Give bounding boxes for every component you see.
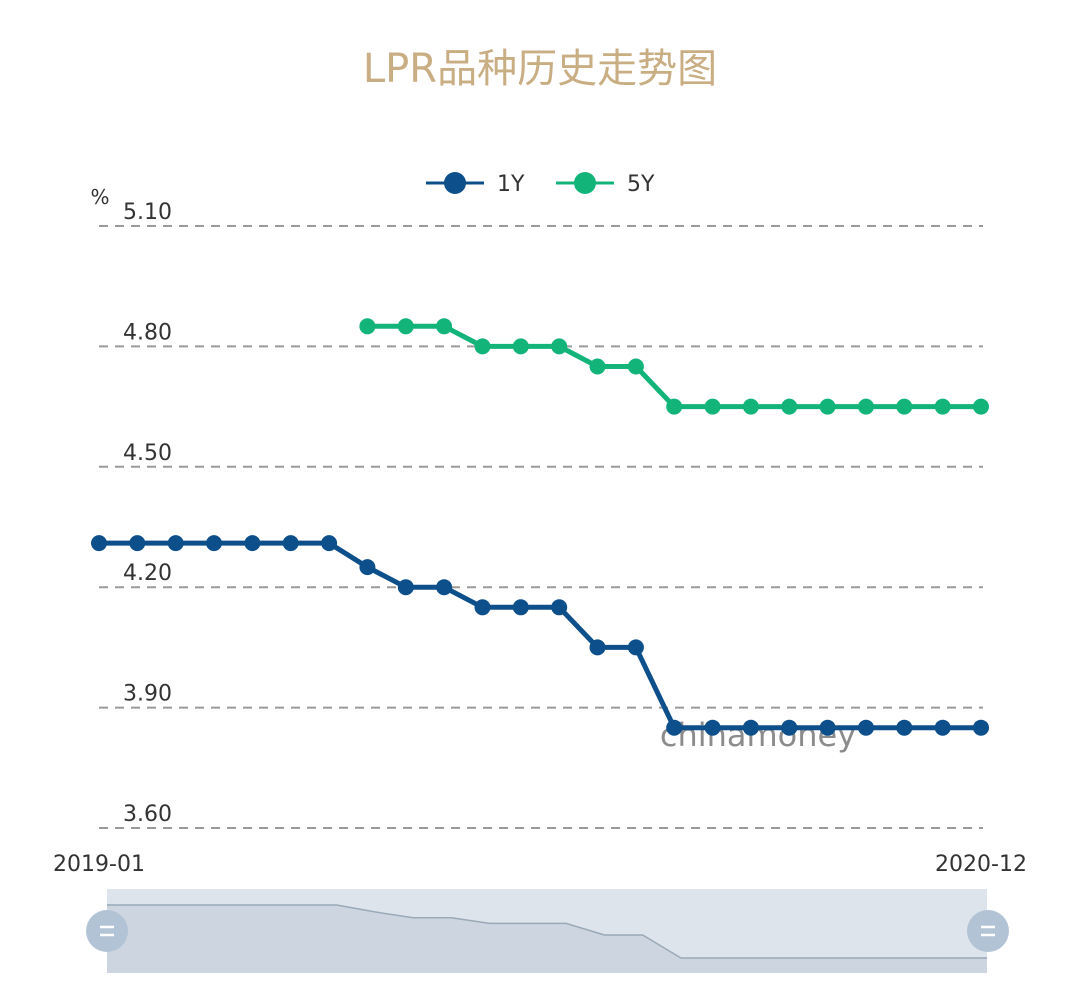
y-tick-label: 3.90 xyxy=(123,682,172,707)
legend-item-5Y[interactable]: 5Y xyxy=(556,172,655,197)
data-point-5Y[interactable] xyxy=(436,318,453,335)
data-point-1Y[interactable] xyxy=(627,639,644,656)
data-point-5Y[interactable] xyxy=(781,398,798,415)
data-point-1Y[interactable] xyxy=(666,719,683,736)
y-tick-label: 5.10 xyxy=(123,200,172,225)
legend: 1Y 5Y xyxy=(426,172,655,197)
data-point-1Y[interactable] xyxy=(359,559,376,576)
data-point-1Y[interactable] xyxy=(512,599,529,616)
legend-label: 5Y xyxy=(627,172,655,197)
data-point-5Y[interactable] xyxy=(359,318,376,335)
data-point-1Y[interactable] xyxy=(551,599,568,616)
zoom-slider-preview-area xyxy=(107,905,987,973)
data-point-1Y[interactable] xyxy=(282,535,299,552)
data-point-5Y[interactable] xyxy=(896,398,913,415)
grid-lines xyxy=(99,225,983,829)
data-point-5Y[interactable] xyxy=(551,338,568,355)
series-layer xyxy=(91,318,989,736)
unit-label: % xyxy=(90,185,109,209)
data-point-5Y[interactable] xyxy=(666,398,683,415)
data-point-5Y[interactable] xyxy=(704,398,721,415)
data-point-5Y[interactable] xyxy=(589,358,606,375)
data-point-1Y[interactable] xyxy=(167,535,184,552)
data-point-1Y[interactable] xyxy=(321,535,338,552)
legend-item-1Y[interactable]: 1Y xyxy=(426,172,525,197)
data-point-5Y[interactable] xyxy=(474,338,491,355)
y-tick-label: 4.80 xyxy=(123,320,172,345)
data-point-1Y[interactable] xyxy=(206,535,222,552)
data-point-1Y[interactable] xyxy=(781,719,798,736)
series-1Y xyxy=(91,535,989,736)
y-tick-label: 3.60 xyxy=(123,802,172,827)
chart-title: LPR品种历史走势图 xyxy=(363,46,717,92)
data-point-1Y[interactable] xyxy=(934,719,951,736)
series-5Y xyxy=(359,318,989,415)
data-point-1Y[interactable] xyxy=(244,535,261,552)
data-point-5Y[interactable] xyxy=(627,358,644,375)
y-tick-label: 4.20 xyxy=(123,561,172,586)
data-point-5Y[interactable] xyxy=(819,398,836,415)
data-point-1Y[interactable] xyxy=(589,639,606,656)
data-point-1Y[interactable] xyxy=(704,719,721,736)
series-line-5Y xyxy=(364,323,984,410)
series-line-1Y xyxy=(96,540,984,731)
x-axis-end-label: 2020-12 xyxy=(935,852,1027,877)
data-point-5Y[interactable] xyxy=(858,398,874,415)
legend-label: 1Y xyxy=(497,172,525,197)
y-tick-label: 4.50 xyxy=(123,441,172,466)
legend-marker xyxy=(574,172,596,194)
data-point-5Y[interactable] xyxy=(742,398,759,415)
data-point-1Y[interactable] xyxy=(858,719,874,736)
data-point-1Y[interactable] xyxy=(973,719,989,736)
data-point-1Y[interactable] xyxy=(129,535,146,552)
zoom-slider[interactable] xyxy=(86,889,1009,973)
data-point-1Y[interactable] xyxy=(91,535,107,552)
legend-marker xyxy=(444,172,466,194)
data-point-1Y[interactable] xyxy=(436,579,453,596)
data-point-5Y[interactable] xyxy=(973,398,989,415)
y-tick-labels: 5.10 4.80 4.50 4.20 3.90 3.60 xyxy=(123,200,172,827)
data-point-1Y[interactable] xyxy=(397,579,414,596)
data-point-5Y[interactable] xyxy=(934,398,951,415)
zoom-handle-right[interactable] xyxy=(967,910,1009,952)
data-point-1Y[interactable] xyxy=(896,719,913,736)
zoom-handle-left-knob[interactable] xyxy=(86,910,128,952)
zoom-handle-right-knob[interactable] xyxy=(967,910,1009,952)
zoom-handle-left[interactable] xyxy=(86,910,128,952)
data-point-1Y[interactable] xyxy=(742,719,759,736)
data-point-5Y[interactable] xyxy=(512,338,529,355)
x-axis-start-label: 2019-01 xyxy=(53,852,145,877)
data-point-1Y[interactable] xyxy=(819,719,836,736)
zoom-slider-preview-line xyxy=(107,904,987,959)
data-point-1Y[interactable] xyxy=(474,599,491,616)
data-point-5Y[interactable] xyxy=(397,318,414,335)
